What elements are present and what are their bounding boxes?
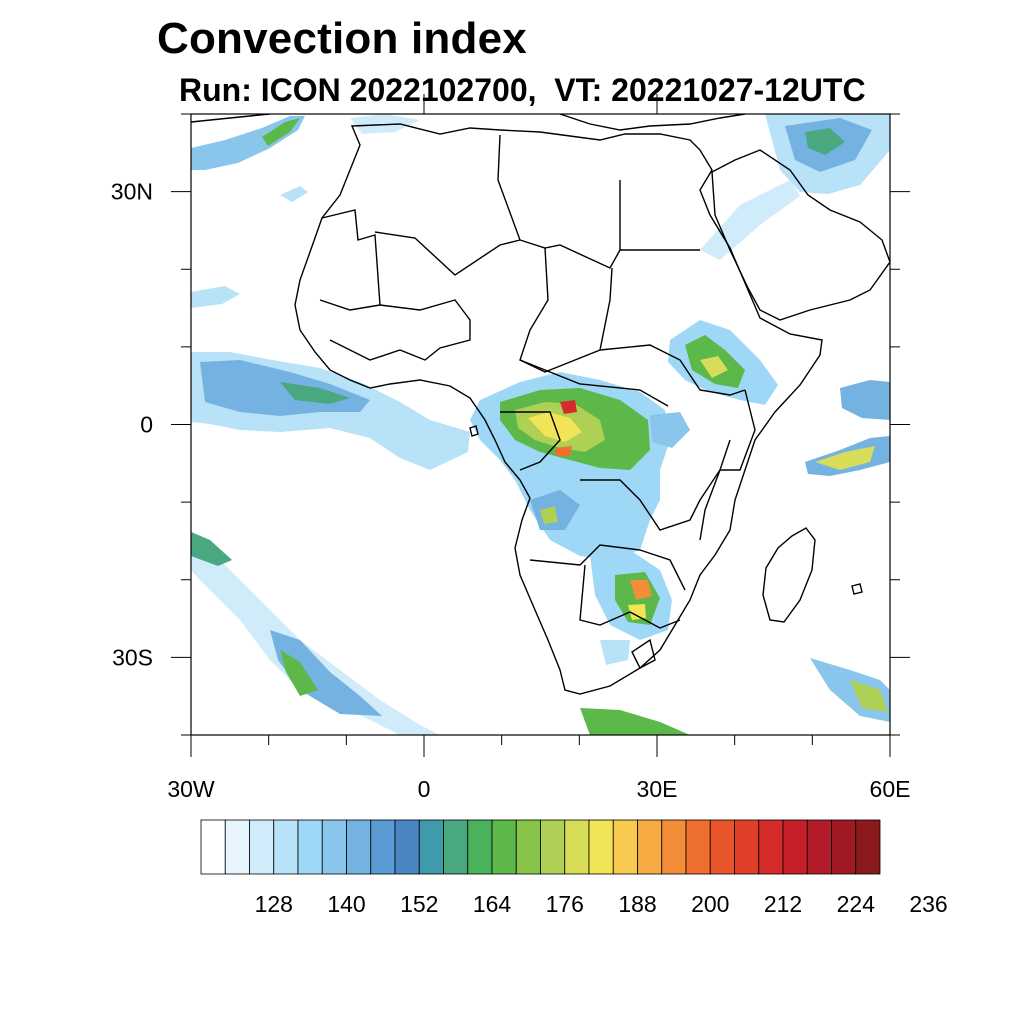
colorbar-label: 236 <box>909 891 947 917</box>
border-south-sudan <box>599 344 746 396</box>
colorbar-swatch <box>661 819 687 875</box>
border-west-sahara <box>319 209 381 311</box>
border-gabon-congo <box>500 411 561 471</box>
colorbar-swatch <box>418 819 444 875</box>
colorbar-swatch <box>515 819 541 875</box>
colorbar-swatch <box>273 819 299 875</box>
bioko-coastline <box>469 425 479 437</box>
colorbar-swatch <box>443 819 469 875</box>
map-ticks <box>171 94 910 757</box>
colorbar-swatch <box>467 819 493 875</box>
field-southern-africa-core-2 <box>628 604 646 620</box>
field-south-atlantic-front-mid <box>270 630 382 716</box>
colorbar-swatch <box>224 819 250 875</box>
field-north-small <box>280 186 308 202</box>
colorbar-label: 152 <box>400 891 438 917</box>
africa-coastline <box>294 123 823 695</box>
convection-fields <box>191 114 890 735</box>
colorbar-swatch <box>782 819 808 875</box>
colorbar-swatch <box>612 819 638 875</box>
colorbar-swatch <box>758 819 784 875</box>
colorbar-swatch <box>297 819 323 875</box>
field-atlantic-itcz-core <box>280 382 350 404</box>
lat-label: 30N <box>111 179 153 205</box>
colorbar-swatch <box>831 819 857 875</box>
colorbar-label: 224 <box>837 891 876 917</box>
field-great-lakes <box>650 412 690 448</box>
field-central-africa-peak-2 <box>555 446 572 456</box>
border-west-africa <box>329 299 471 361</box>
colorbar-swatch <box>249 819 275 875</box>
colorbar <box>200 819 881 875</box>
mauritius-coastline <box>851 583 863 595</box>
field-indian-ocean-north <box>840 380 890 420</box>
madagascar-coastline <box>762 527 816 623</box>
field-ethiopia-core <box>700 356 728 378</box>
lon-label: 30W <box>167 776 215 802</box>
colorbar-swatch <box>491 819 517 875</box>
border-libya-egypt <box>497 134 700 269</box>
field-mediterranean-east-core <box>805 128 845 155</box>
colorbar-label: 200 <box>691 891 729 917</box>
border-chad-sudan <box>519 247 613 373</box>
field-angola-core <box>540 506 558 524</box>
coastlines-and-borders <box>191 114 890 695</box>
field-canaries <box>191 286 240 308</box>
border-lesotho <box>631 638 656 669</box>
arabian-peninsula-coastline <box>711 149 890 321</box>
lat-label: 30S <box>112 644 153 670</box>
colorbar-label: 176 <box>546 891 584 917</box>
colorbar-label: 212 <box>764 891 802 917</box>
border-kenya-tanzania <box>699 389 756 541</box>
colorbar-label: 128 <box>255 891 293 917</box>
colorbar-label: 188 <box>618 891 656 917</box>
field-north-atlantic-core <box>262 118 300 146</box>
map-axis-labels: 30N 0 30S 30W 0 30E 60E <box>111 179 911 802</box>
map-subtitle: Run: ICON 2022102700, VT: 20221027-12UTC <box>179 72 866 108</box>
lon-label: 30E <box>637 776 678 802</box>
colorbar-swatch <box>321 819 347 875</box>
border-namibia-botswana <box>579 564 681 629</box>
colorbar-swatch <box>370 819 396 875</box>
border-drc-east <box>580 439 731 531</box>
colorbar-swatch <box>637 819 663 875</box>
field-central-africa-peak <box>560 400 577 414</box>
lon-label: 60E <box>870 776 911 802</box>
colorbar-swatch <box>346 819 372 875</box>
colorbar-label: 164 <box>473 891 512 917</box>
colorbar-labels: 128 140 152 164 176 188 200 212 224 236 <box>255 891 948 917</box>
colorbar-swatch <box>540 819 566 875</box>
colorbar-swatch <box>855 819 881 875</box>
colorbar-swatch <box>709 819 735 875</box>
colorbar-swatch <box>564 819 590 875</box>
lat-label: 0 <box>140 412 153 438</box>
field-southwest-edge <box>191 532 232 566</box>
field-south-africa-small <box>600 640 630 665</box>
field-indian-ocean-east-core <box>815 446 875 470</box>
lon-label: 0 <box>418 776 431 802</box>
field-south-band <box>580 708 690 735</box>
colorbar-swatch <box>200 819 226 875</box>
border-sahel-north <box>374 231 521 276</box>
europe-coastline <box>191 114 746 131</box>
colorbar-swatch <box>588 819 614 875</box>
field-southeast-core <box>850 680 888 712</box>
colorbar-swatch <box>734 819 760 875</box>
colorbar-swatch <box>806 819 832 875</box>
colorbar-swatch <box>394 819 420 875</box>
map-title: Convection index <box>157 14 527 63</box>
field-south-atlantic-front-core <box>280 650 318 696</box>
border-angola-zambia <box>529 544 686 591</box>
colorbar-label: 140 <box>327 891 365 917</box>
field-southern-africa-core <box>630 580 652 600</box>
border-car <box>519 359 669 407</box>
colorbar-swatch <box>685 819 711 875</box>
